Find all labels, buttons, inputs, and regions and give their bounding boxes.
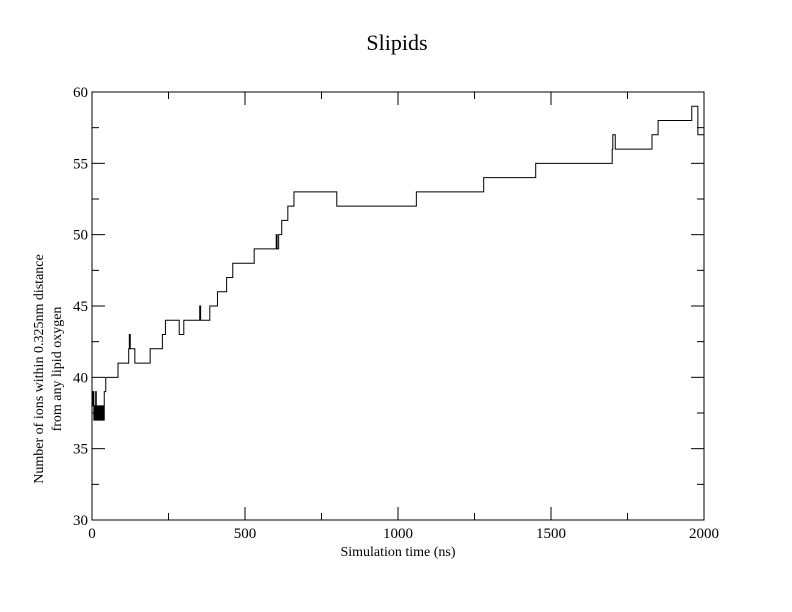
x-tick-label: 0 (88, 526, 96, 542)
y-tick-label: 50 (73, 228, 88, 244)
y-tick-label: 45 (73, 299, 88, 315)
x-tick-label: 2000 (689, 526, 719, 542)
y-axis-label-line-2: from any lipid oxygen (50, 307, 65, 432)
x-tick-label: 1000 (383, 526, 413, 542)
y-tick-label: 40 (73, 370, 88, 386)
axis-ticks (91, 91, 705, 521)
x-axis-tick-labels: 0 500 1000 1500 2000 (88, 526, 719, 542)
y-axis-label-line-1: Number of ions within 0.325nm distance (32, 254, 47, 483)
y-tick-label: 55 (73, 156, 88, 172)
series-line (92, 105, 704, 421)
y-axis-tick-labels: 30 35 40 45 50 55 60 (73, 85, 88, 529)
y-tick-label: 35 (73, 442, 88, 458)
chart-title: Slipids (366, 30, 427, 55)
x-axis-label: Simulation time (ns) (340, 545, 455, 560)
x-tick-label: 500 (234, 526, 257, 542)
y-tick-label: 60 (73, 85, 88, 101)
y-tick-label: 30 (73, 513, 88, 529)
x-tick-label: 1500 (536, 526, 566, 542)
